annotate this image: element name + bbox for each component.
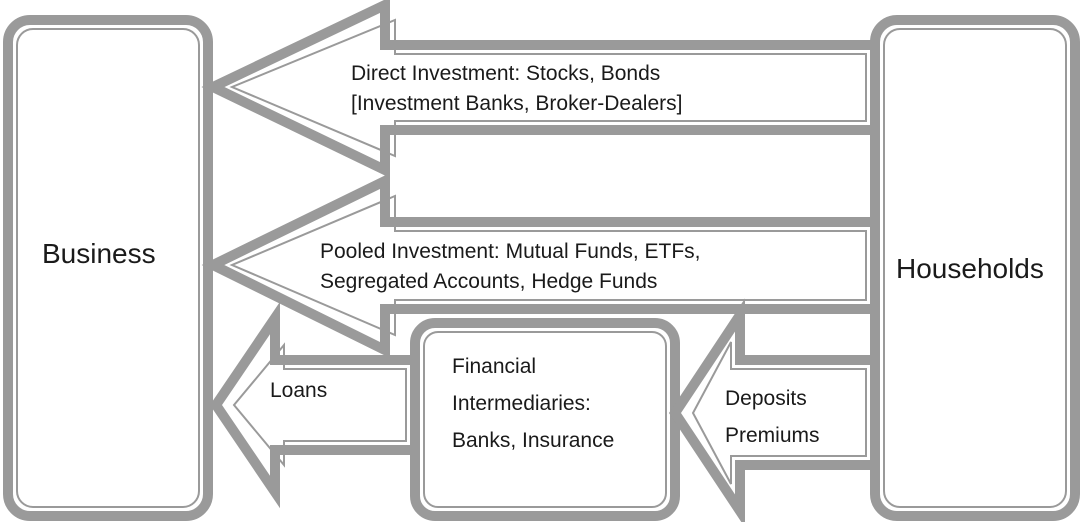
- direct-investment-arrow: [201, 0, 880, 178]
- direct-investment-line-1: Direct Investment: Stocks, Bonds: [351, 62, 661, 85]
- pooled-investment-label: Pooled Investment: Mutual Funds, ETFs, S…: [320, 237, 701, 297]
- intermediaries-label: Financial Intermediaries: Banks, Insuran…: [452, 348, 614, 459]
- deposits-arrow: [669, 298, 880, 522]
- loans-arrow: [209, 301, 420, 509]
- business-label: Business: [42, 238, 156, 269]
- pooled-investment-line-1: Pooled Investment: Mutual Funds, ETFs,: [320, 240, 701, 263]
- deposits-line-2: Premiums: [725, 424, 820, 447]
- deposits-label: Deposits Premiums: [725, 380, 820, 454]
- deposits-line-1: Deposits: [725, 387, 807, 410]
- direct-investment-line-2: [Investment Banks, Broker-Dealers]: [351, 92, 683, 115]
- pooled-investment-arrow: [201, 172, 880, 359]
- households-label: Households: [896, 253, 1044, 284]
- intermediaries-line-2: Intermediaries:: [452, 392, 591, 415]
- pooled-investment-line-2: Segregated Accounts, Hedge Funds: [320, 270, 658, 293]
- intermediaries-line-1: Financial: [452, 355, 537, 378]
- loans-label: Loans: [270, 379, 328, 402]
- direct-investment-label: Direct Investment: Stocks, Bonds [Invest…: [351, 59, 682, 119]
- intermediaries-line-3: Banks, Insurance: [452, 429, 615, 452]
